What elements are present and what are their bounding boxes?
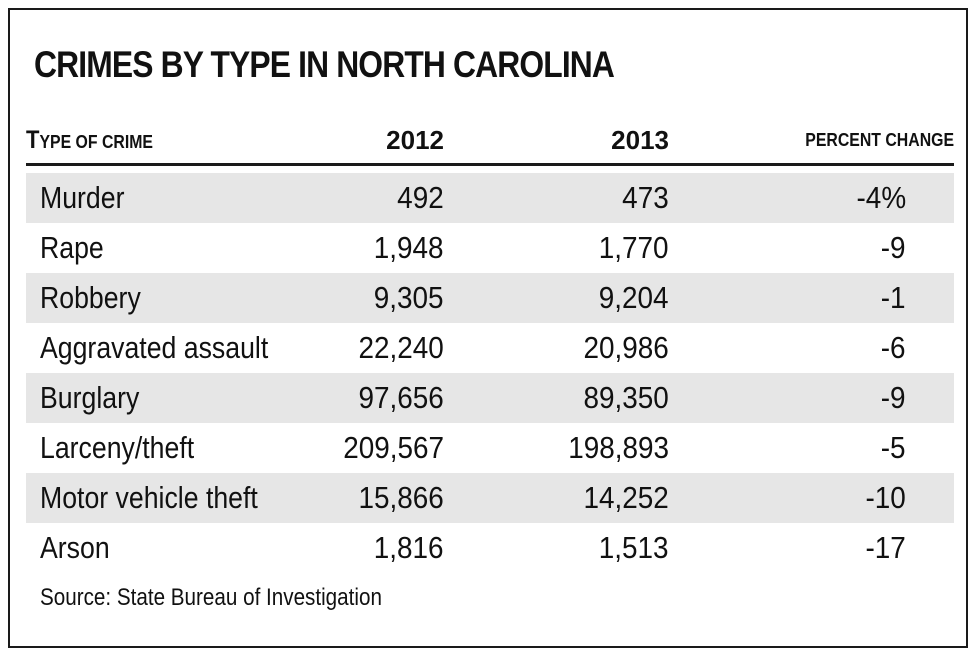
cell-type: Burglary (40, 380, 140, 415)
cell-2013: 9,204 (599, 280, 669, 315)
cell-2013: 20,986 (583, 330, 669, 365)
cell-2013: 1,770 (599, 230, 669, 265)
table-row: Rape 1,948 1,770 -9 (26, 223, 954, 273)
cell-type: Motor vehicle theft (40, 480, 258, 515)
table-body: Murder 492 473 -4% Rape 1,948 1,770 -9 R… (26, 173, 954, 573)
table-row: Motor vehicle theft 15,866 14,252 -10 (26, 473, 954, 523)
cell-type: Murder (40, 180, 125, 215)
cell-2012: 1,948 (374, 230, 444, 265)
column-header-type: TYPE OF CRIME (26, 120, 153, 160)
column-header-2013: 2013 (611, 125, 669, 155)
cell-percent-change: -6 (881, 330, 906, 365)
cell-percent-change: -1 (881, 280, 906, 315)
cell-2012: 492 (397, 180, 444, 215)
cell-2013: 1,513 (599, 530, 669, 565)
table-row: Burglary 97,656 89,350 -9 (26, 373, 954, 423)
cell-type: Arson (40, 530, 110, 565)
cell-type: Robbery (40, 280, 141, 315)
cell-2012: 15,866 (358, 480, 444, 515)
cell-percent-change: -5 (881, 430, 906, 465)
column-header-percent-change: PERCENT CHANGE (805, 130, 954, 150)
cell-2013: 89,350 (583, 380, 669, 415)
cell-type: Larceny/theft (40, 430, 195, 465)
column-header-type-rest: YPE OF CRIME (39, 132, 153, 152)
cell-percent-change: -9 (881, 380, 906, 415)
cell-percent-change: -10 (865, 480, 906, 515)
table-frame: CRIMES BY TYPE IN NORTH CAROLINA TYPE OF… (8, 8, 968, 648)
cell-2012: 209,567 (343, 430, 444, 465)
cell-2012: 1,816 (374, 530, 444, 565)
cell-2012: 97,656 (358, 380, 444, 415)
cell-type: Aggravated assault (40, 330, 269, 365)
cell-percent-change: -4% (856, 180, 906, 215)
column-header-type-initial: T (26, 126, 40, 154)
table-row: Murder 492 473 -4% (26, 173, 954, 223)
cell-2013: 473 (622, 180, 669, 215)
cell-2013: 14,252 (583, 480, 669, 515)
cell-percent-change: -9 (881, 230, 906, 265)
cell-percent-change: -17 (865, 530, 906, 565)
cell-2012: 9,305 (374, 280, 444, 315)
table-row: Arson 1,816 1,513 -17 (26, 523, 954, 573)
source-note: Source: State Bureau of Investigation (40, 584, 382, 611)
table-row: Aggravated assault 22,240 20,986 -6 (26, 323, 954, 373)
table-row: Robbery 9,305 9,204 -1 (26, 273, 954, 323)
cell-type: Rape (40, 230, 104, 265)
cell-2013: 198,893 (568, 430, 669, 465)
header-row: TYPE OF CRIME 2012 2013 PERCENT CHANGE (26, 120, 954, 160)
cell-2012: 22,240 (358, 330, 444, 365)
header-rule (26, 163, 954, 166)
column-header-2012: 2012 (386, 125, 444, 155)
chart-title: CRIMES BY TYPE IN NORTH CAROLINA (34, 44, 615, 85)
table-row: Larceny/theft 209,567 198,893 -5 (26, 423, 954, 473)
